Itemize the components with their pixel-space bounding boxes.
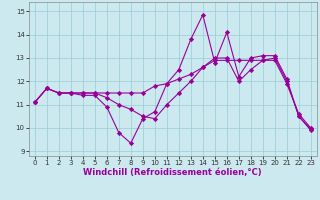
X-axis label: Windchill (Refroidissement éolien,°C): Windchill (Refroidissement éolien,°C) xyxy=(84,168,262,177)
